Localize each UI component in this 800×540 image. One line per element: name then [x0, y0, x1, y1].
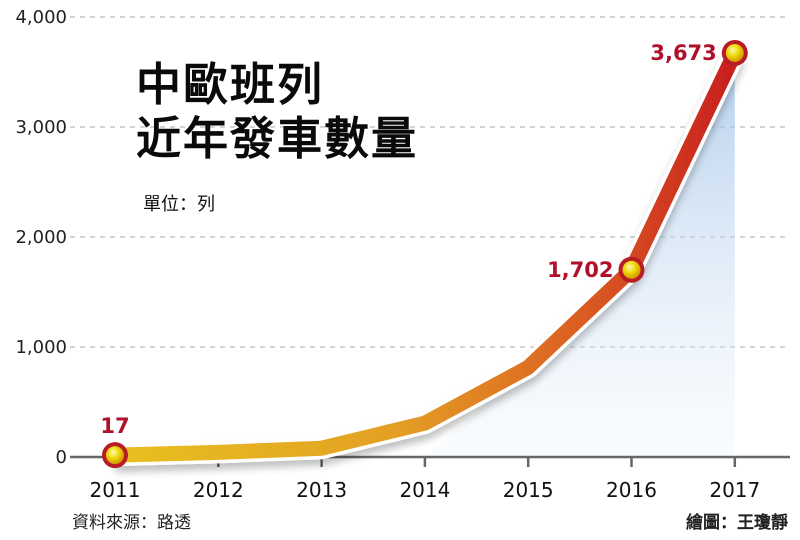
- y-tick-label: 0: [56, 447, 67, 468]
- title-line-2: 近年發車數量: [136, 112, 419, 165]
- data-markers: [102, 39, 748, 469]
- x-tick-label: 2017: [709, 478, 760, 502]
- chart-title: 中歐班列 近年發車數量: [136, 58, 418, 166]
- area-fill: [424, 52, 735, 457]
- x-tick-label: 2016: [606, 478, 657, 502]
- credit-label: 繪圖：王瓊靜: [686, 513, 788, 533]
- y-tick-label: 2,000: [15, 227, 67, 248]
- title-line-1: 中歐班列: [136, 58, 325, 111]
- x-tick-label: 2012: [193, 478, 244, 502]
- unit-label: 單位：列: [143, 194, 215, 215]
- value-label: 3,673: [650, 41, 716, 65]
- value-labels: 17 1,702 3,673: [100, 41, 716, 438]
- y-tick-label: 3,000: [15, 117, 67, 138]
- y-tick-label: 1,000: [15, 337, 67, 358]
- value-label: 17: [100, 414, 129, 438]
- x-tick-label: 2014: [399, 478, 450, 502]
- x-tick-label: 2011: [90, 478, 141, 502]
- source-label: 資料來源：路透: [72, 513, 191, 533]
- x-tick-label: 2015: [503, 478, 554, 502]
- y-tick-label: 4,000: [15, 7, 67, 28]
- x-tick-label: 2013: [296, 478, 347, 502]
- value-label: 1,702: [547, 258, 613, 282]
